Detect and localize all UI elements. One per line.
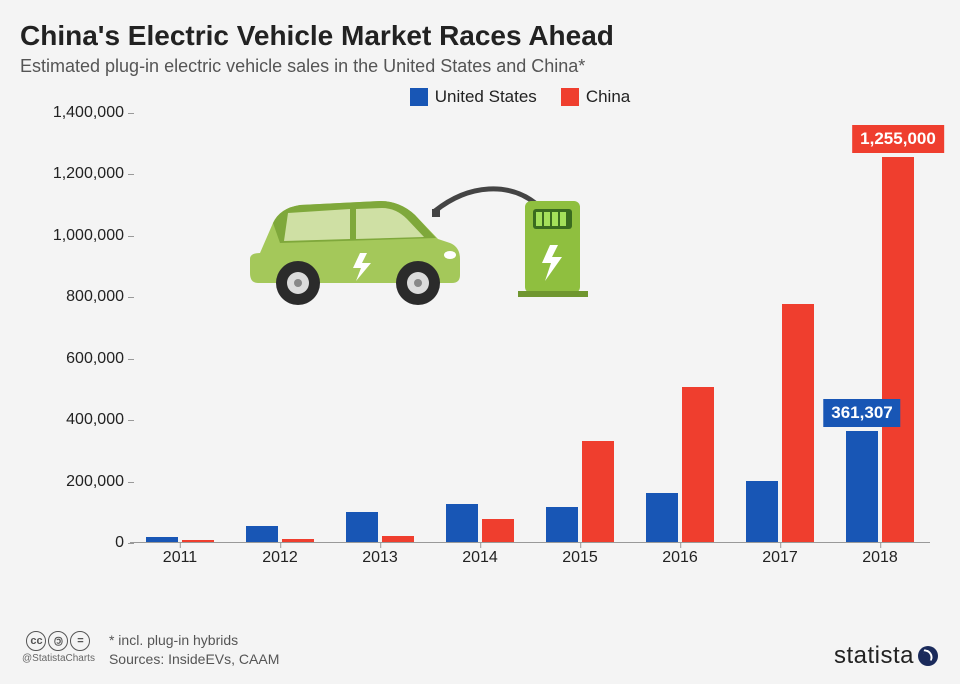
legend-swatch-china <box>561 88 579 106</box>
x-axis-tick: 2013 <box>362 549 398 567</box>
chart-title: China's Electric Vehicle Market Races Ah… <box>20 20 940 52</box>
bar-china <box>582 441 614 542</box>
x-axis-tick: 2015 <box>562 549 598 567</box>
x-axis-tick: 2016 <box>662 549 698 567</box>
bar-us <box>346 512 378 542</box>
twitter-handle: @StatistaCharts <box>22 653 95 664</box>
legend-item-us: United States <box>410 87 537 107</box>
y-axis-tick: 1,000,000 <box>34 227 124 245</box>
legend-item-china: China <box>561 87 630 107</box>
bar-china <box>382 536 414 542</box>
y-axis-tick: 800,000 <box>34 288 124 306</box>
x-axis-tick: 2011 <box>163 549 197 567</box>
bar-us <box>246 526 278 542</box>
y-axis-tick: 600,000 <box>34 350 124 368</box>
x-axis-tick: 2018 <box>862 549 898 567</box>
legend-label-china: China <box>586 87 630 107</box>
footnote: * incl. plug-in hybrids Sources: InsideE… <box>109 631 279 670</box>
x-axis-tick: 2017 <box>762 549 798 567</box>
value-label: 1,255,000 <box>852 125 944 153</box>
bar-china <box>882 157 914 542</box>
y-axis-tick: 400,000 <box>34 411 124 429</box>
x-axis-tick: 2014 <box>462 549 498 567</box>
legend-label-us: United States <box>435 87 537 107</box>
cc-icon: cc <box>26 631 46 651</box>
statista-mark-icon <box>918 646 938 666</box>
bar-china <box>182 540 214 542</box>
bar-us <box>446 504 478 542</box>
bar-china <box>482 519 514 542</box>
bar-us <box>146 537 178 542</box>
value-label: 361,307 <box>823 399 900 427</box>
bar-china <box>782 304 814 542</box>
statista-logo: statista <box>834 642 938 670</box>
bar-us <box>846 431 878 542</box>
ev-car-icon <box>240 153 610 313</box>
statista-text: statista <box>834 642 914 670</box>
nd-icon: = <box>70 631 90 651</box>
bar-us <box>646 493 678 542</box>
x-axis-tick: 2012 <box>262 549 298 567</box>
bar-china <box>282 539 314 542</box>
cc-badge: cc 🄯 = @StatistaCharts <box>22 631 95 664</box>
footnote-line2: Sources: InsideEVs, CAAM <box>109 650 279 670</box>
y-axis-tick: 0 <box>34 534 124 552</box>
footnote-line1: * incl. plug-in hybrids <box>109 631 279 651</box>
y-axis-tick: 200,000 <box>34 473 124 491</box>
plot: 361,3071,255,000 <box>130 113 930 543</box>
by-icon: 🄯 <box>48 631 68 651</box>
chart-subtitle: Estimated plug-in electric vehicle sales… <box>20 56 940 77</box>
footer: cc 🄯 = @StatistaCharts * incl. plug-in h… <box>22 631 938 670</box>
bar-us <box>546 507 578 542</box>
legend-swatch-us <box>410 88 428 106</box>
footer-left: cc 🄯 = @StatistaCharts * incl. plug-in h… <box>22 631 279 670</box>
legend: United States China <box>20 87 940 107</box>
bar-us <box>746 481 778 542</box>
chart-container: China's Electric Vehicle Market Races Ah… <box>0 0 960 684</box>
bar-china <box>682 387 714 542</box>
y-axis-tick: 1,200,000 <box>34 165 124 183</box>
y-axis-tick: 1,400,000 <box>34 104 124 122</box>
chart-area: 361,3071,255,000 0 200,000 400,000 600,000 8… <box>30 113 930 573</box>
